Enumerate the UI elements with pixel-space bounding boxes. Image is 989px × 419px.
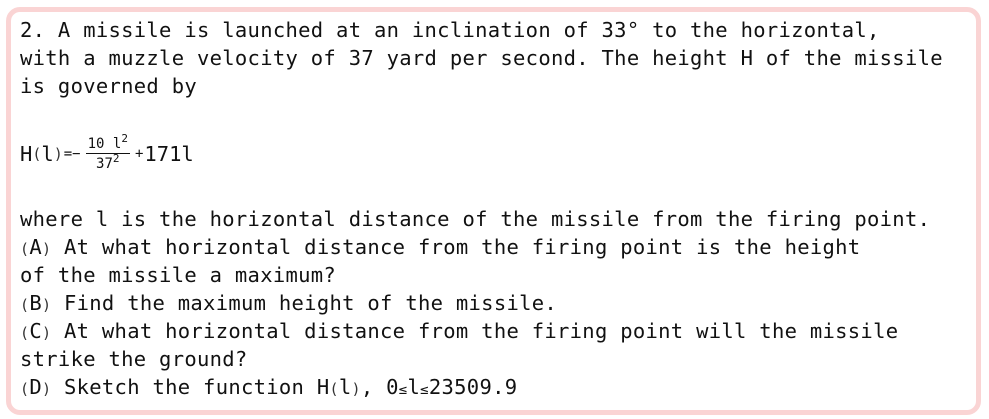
- height-formula: H ( l ) =− 10 l2 372 + 171l: [20, 131, 194, 177]
- part-d-le-2: ≤: [420, 382, 429, 398]
- formula-lhs-var: l: [41, 142, 54, 166]
- formula-numerator: 10 l2: [85, 133, 130, 154]
- problem-card: [6, 7, 981, 415]
- numerator-exp: 2: [121, 132, 128, 145]
- part-d-fn-open: (: [329, 380, 339, 398]
- part-a-text-1: At what horizontal distance from the fir…: [51, 235, 861, 259]
- part-d-open: (: [20, 380, 30, 398]
- formula-linear-term: 171l: [144, 142, 194, 166]
- part-d-domain-var: l: [407, 375, 421, 399]
- formula-equals-minus: =−: [63, 146, 81, 162]
- part-a-close: ): [42, 240, 52, 258]
- formula-lhs-name: H: [20, 142, 33, 166]
- formula-lhs-close: ): [53, 145, 63, 163]
- part-c-line-2: strike the ground?: [20, 347, 248, 371]
- part-d-fn-close: ): [351, 380, 361, 398]
- part-a-line-2: of the missile a maximum?: [20, 263, 337, 287]
- part-d-line: (D) Sketch the function H(l), 0≤l≤23509.…: [20, 373, 517, 404]
- where-line: where l is the horizontal distance of th…: [20, 207, 931, 231]
- part-a-open: (: [20, 240, 30, 258]
- part-c-close: ): [42, 324, 52, 342]
- numerator-var: l: [112, 136, 122, 152]
- part-c-label: C: [29, 319, 42, 343]
- formula-lhs-open: (: [32, 145, 42, 163]
- part-d-domain-prefix: , 0: [360, 375, 399, 399]
- part-c-line-1: (C) At what horizontal distance from the…: [20, 317, 898, 347]
- formula-fraction: 10 l2 372: [85, 133, 130, 172]
- part-b-line: (B) Find the maximum height of the missi…: [20, 289, 557, 319]
- part-d-text: Sketch the function H: [51, 375, 330, 399]
- denominator-exp: 2: [112, 152, 120, 165]
- part-b-close: ): [42, 296, 52, 314]
- part-a-label: A: [29, 235, 42, 259]
- part-d-fn-var: l: [338, 375, 352, 399]
- part-a-line-1: (A) At what horizontal distance from the…: [20, 233, 860, 263]
- numerator-coeff: 10: [87, 136, 105, 152]
- formula-plus: +: [134, 146, 144, 162]
- part-b-label: B: [29, 291, 42, 315]
- formula-denominator: 372: [96, 152, 120, 172]
- part-d-domain-upper: 23509.9: [428, 375, 518, 399]
- intro-line-2: with a muzzle velocity of 37 yard per se…: [20, 46, 943, 70]
- intro-line-1: 2. A missile is launched at an inclinati…: [20, 18, 880, 42]
- part-b-open: (: [20, 296, 30, 314]
- part-d-label: D: [29, 375, 42, 399]
- intro-line-3: is governed by: [20, 74, 197, 98]
- part-b-text: Find the maximum height of the missile.: [51, 291, 558, 315]
- part-d-close: ): [42, 380, 52, 398]
- part-c-text-1: At what horizontal distance from the fir…: [51, 319, 899, 343]
- denominator-base: 37: [96, 156, 113, 172]
- part-d-le-1: ≤: [398, 382, 408, 398]
- part-c-open: (: [20, 324, 30, 342]
